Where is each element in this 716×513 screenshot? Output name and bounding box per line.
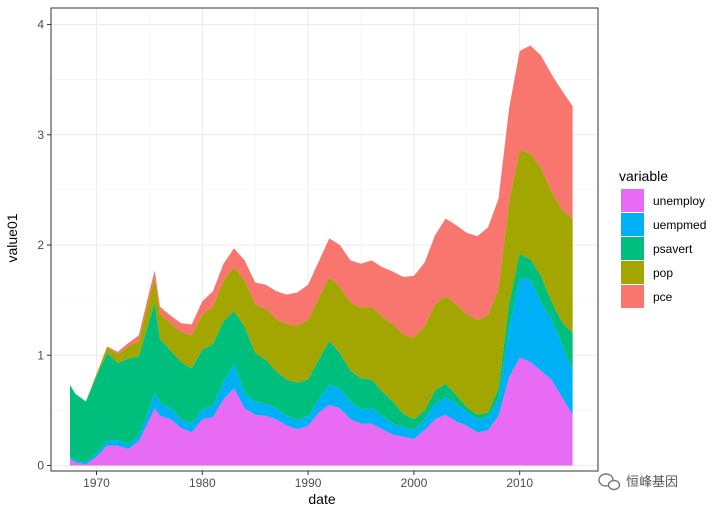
watermark: 恒峰基因: [598, 473, 678, 491]
x-tick-label: 1980: [189, 476, 216, 490]
y-axis: 0 1 2 3 4: [37, 18, 51, 472]
stacked-areas: [70, 45, 573, 466]
area-pop: [70, 150, 573, 420]
x-tick-label: 1970: [83, 476, 110, 490]
legend-title: variable: [619, 168, 668, 184]
y-tick-label: 4: [37, 18, 44, 32]
legend: unemploy uempmed psavert pop pce: [621, 189, 706, 308]
watermark-text: 恒峰基因: [626, 475, 678, 490]
x-tick-label: 2010: [506, 476, 533, 490]
y-tick-label: 2: [37, 238, 44, 252]
x-axis: 1970 1980 1990 2000 2010: [83, 471, 533, 490]
legend-label-pop: pop: [653, 266, 673, 280]
legend-key-pop: [621, 261, 644, 284]
legend-key-unemploy: [621, 189, 644, 212]
legend-label-uempmed: uempmed: [653, 218, 706, 232]
legend-label-psavert: psavert: [653, 242, 693, 256]
y-tick-label: 1: [37, 348, 44, 362]
legend-label-pce: pce: [653, 290, 673, 304]
area-psavert: [70, 253, 573, 463]
panel-border: [50, 7, 599, 472]
y-tick-label: 0: [37, 458, 44, 472]
wechat-icon: [598, 473, 621, 491]
y-axis-title: value01: [4, 213, 20, 262]
area-pce: [70, 45, 573, 402]
y-tick-label: 3: [37, 128, 44, 142]
x-tick-label: 2000: [401, 476, 428, 490]
legend-key-uempmed: [621, 213, 644, 236]
legend-key-pce: [621, 285, 644, 308]
x-axis-title: date: [308, 491, 335, 507]
area-uempmed: [70, 278, 573, 465]
legend-key-psavert: [621, 237, 644, 260]
legend-label-unemploy: unemploy: [653, 194, 705, 208]
area-unemploy: [70, 357, 573, 466]
x-tick-label: 1990: [295, 476, 322, 490]
